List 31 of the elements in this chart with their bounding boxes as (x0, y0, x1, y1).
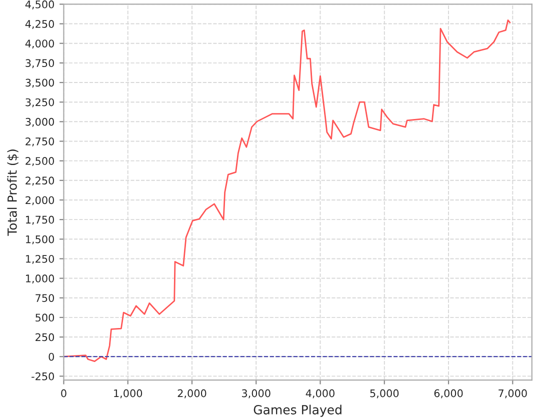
y-tick-label: 500 (36, 314, 54, 322)
y-tick-label: 0 (48, 352, 54, 361)
y-tick-label: 1,250 (26, 254, 54, 264)
y-tick-label: 3,250 (26, 98, 54, 108)
y-tick-label: 250 (36, 333, 54, 342)
x-tick-label: 4,000 (306, 389, 334, 398)
y-tick-label: 4,250 (25, 20, 54, 29)
y-tick-label: 3,000 (26, 118, 54, 127)
y-tick-label: 1,000 (26, 274, 54, 284)
y-tick-label: -250 (32, 372, 54, 380)
y-tick-label: 2,500 (26, 157, 54, 166)
y-tick-label: 2,250 (26, 176, 54, 186)
y-tick-label: 1,750 (26, 216, 54, 225)
y-tick-label: 3,750 (26, 59, 54, 68)
y-axis-title: Total Profit ($) (7, 150, 19, 236)
x-tick-label: 2,000 (178, 389, 206, 398)
y-tick-label: 2,750 (26, 137, 54, 146)
y-tick-label: 2,000 (26, 196, 54, 206)
x-tick-label: 0 (61, 389, 66, 398)
y-tick-label: 3,500 (26, 78, 54, 88)
x-tick-label: 5,000 (370, 389, 399, 398)
x-tick-label: 7,000 (498, 389, 527, 398)
line-series (64, 19, 511, 362)
x-tick-label: 6,000 (434, 389, 463, 398)
y-tick-label: 4,000 (25, 40, 54, 49)
x-tick-label: 1,000 (114, 389, 142, 398)
x-tick-label: 3,000 (242, 389, 270, 398)
y-tick-label: 4,500 (25, 0, 54, 10)
x-axis-title: Games Played (254, 404, 342, 417)
y-tick-label: 750 (36, 294, 54, 302)
y-tick-label: 1,500 (26, 235, 54, 244)
